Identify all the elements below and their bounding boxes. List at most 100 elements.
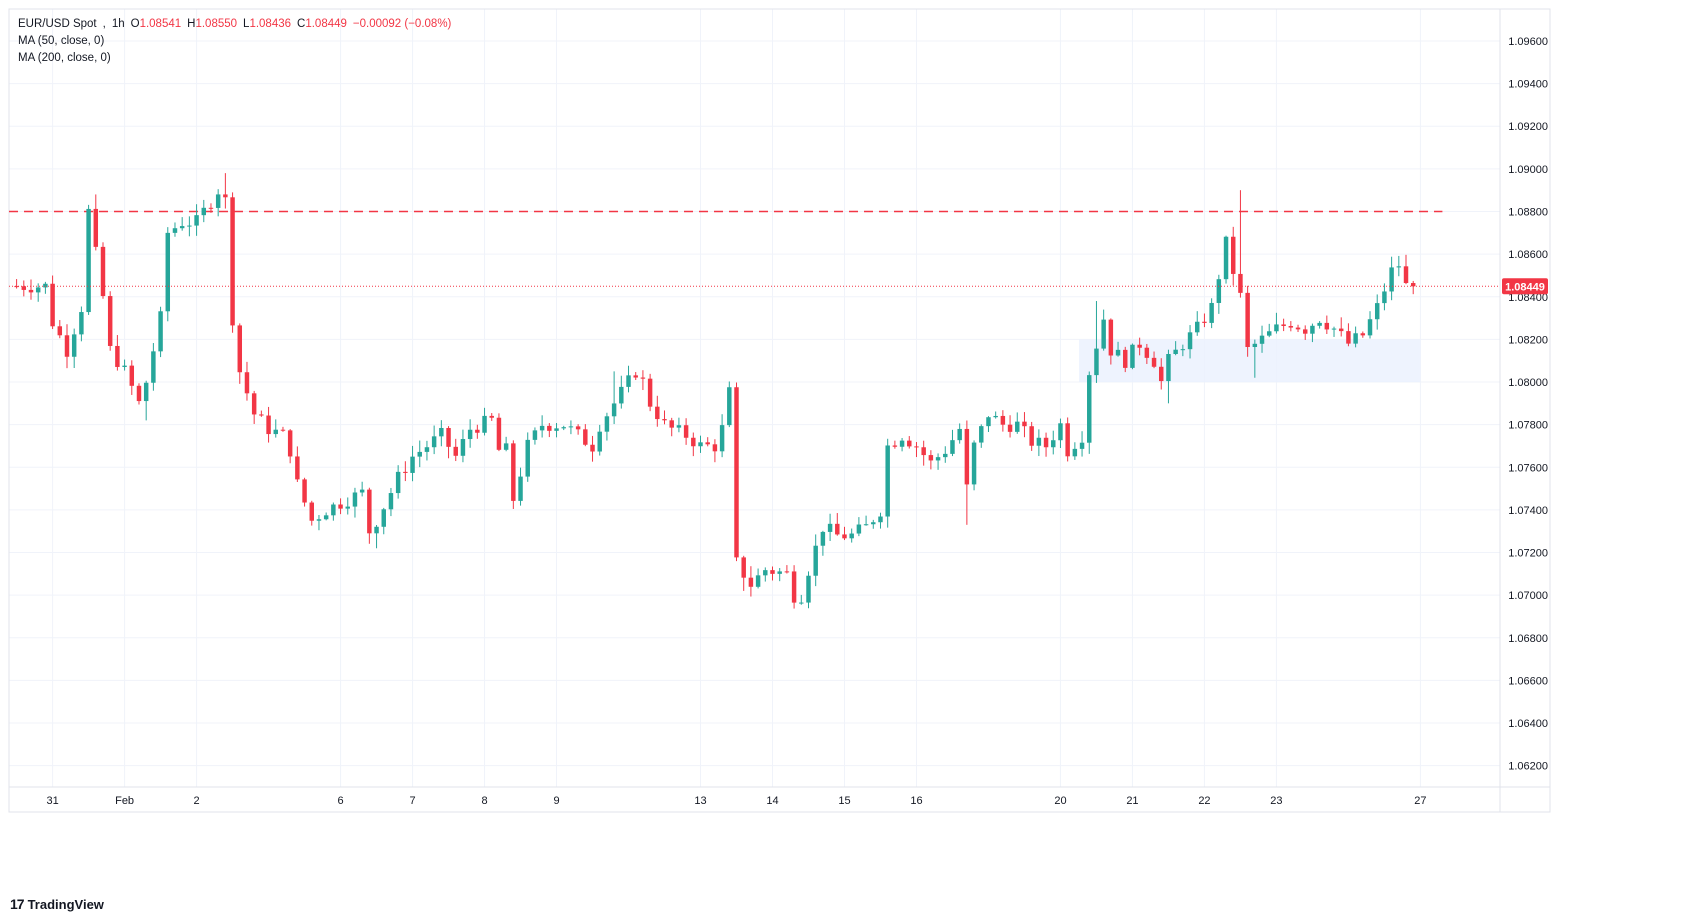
candle-body [367,489,372,534]
candle-body [1353,333,1358,344]
candle-body [676,425,682,428]
candle-body [957,428,962,441]
candle-body [633,375,638,378]
time-tick-label: 31 [46,795,58,807]
candle-body [1382,291,1387,304]
price-tick-label: 1.06800 [1508,633,1548,645]
price-tick-label: 1.08600 [1508,249,1548,261]
candle-body [165,232,171,312]
candle-body [388,493,394,510]
candle-body [813,545,818,576]
candle-body [943,453,948,458]
close-value: 1.08449 [305,18,347,30]
candle-body [691,437,696,447]
candle-body [1058,423,1063,441]
candle-body [1216,279,1222,303]
candle-body [554,428,559,431]
open-value: 1.08541 [139,18,182,30]
ma50-label: MA (50, close, 0) [18,35,105,47]
candle-body [179,226,185,229]
candle-body [1331,328,1337,330]
candle-body [575,426,581,430]
candle-body [791,571,797,603]
time-tick-label: 16 [910,795,922,807]
candle-body [309,502,314,521]
candle-body [820,531,826,546]
candle-body [885,445,890,517]
candle-body [525,439,530,477]
candle-body [604,416,610,432]
candle-body [971,442,977,485]
candle-body [1137,344,1142,348]
time-tick-label: 23 [1270,795,1282,807]
candle-body [1266,331,1272,336]
candle-body [1029,426,1034,446]
candle-body [295,456,300,480]
candle-body [712,444,718,452]
candle-body [1389,267,1394,292]
candle-body [561,427,566,429]
candle-body [763,570,768,576]
candle-body [1202,321,1207,323]
candle-body [79,312,84,335]
interval-label[interactable]: 1h [111,18,125,30]
candle-body [259,414,264,416]
tradingview-logo-icon: 17 [10,896,25,912]
candle-body [640,377,646,379]
candle-body [1259,335,1265,344]
brand-name: TradingView [27,896,104,912]
tradingview-brand[interactable]: 17 TradingView [10,896,104,912]
candle-body [1295,327,1301,330]
candle-body [892,445,898,447]
candle-body [1317,322,1322,326]
candle-body [619,386,624,404]
high-value: 1.08550 [195,18,238,30]
candle-body [1396,266,1402,268]
candle-body [1187,332,1193,350]
candle-body [1000,415,1006,425]
last-price-badge [1502,278,1548,295]
candle-body [1036,437,1042,446]
candle-body [1252,343,1258,348]
candle-body [1043,437,1049,448]
candle-body [115,345,120,367]
candle-body [381,509,386,527]
ma50-legend[interactable]: MA (50, close, 0) [18,33,451,50]
ma200-legend[interactable]: MA (200, close, 0) [18,50,451,67]
candle-body [669,420,674,428]
candle-body [1166,353,1171,382]
candle-body [935,457,941,461]
candle-body [482,415,487,433]
candle-body [899,440,905,447]
change-value: −0.00092 (−0.08%) [352,18,452,30]
candle-body [316,519,322,521]
candle-body [201,207,207,216]
candle-body [230,197,235,326]
candle-body [158,311,163,352]
candle-body [1360,333,1366,336]
chart-legend: EUR/USD Spot, 1h O1.08541 H1.08550 L1.08… [18,16,451,67]
candle-body [28,289,34,293]
price-tick-label: 1.07800 [1508,420,1548,432]
time-tick-label: 9 [553,795,559,807]
candle-body [460,439,466,456]
candle-body [914,446,919,448]
price-tick-label: 1.07200 [1508,548,1548,560]
candle-body [907,440,912,447]
candle-body [1338,328,1344,332]
time-tick-label: 6 [337,795,343,807]
candle-body [1324,322,1330,330]
candle-body [1346,331,1351,344]
candle-body [302,479,307,503]
candle-body [1108,319,1114,356]
candle-body [345,506,350,509]
candle-body [107,296,113,346]
open-label: O [130,18,140,30]
candle-body [1180,349,1186,351]
time-tick-label: 21 [1126,795,1138,807]
symbol-name[interactable]: EUR/USD Spot [18,18,97,30]
candle-body [1094,348,1099,376]
candle-body [86,208,91,313]
